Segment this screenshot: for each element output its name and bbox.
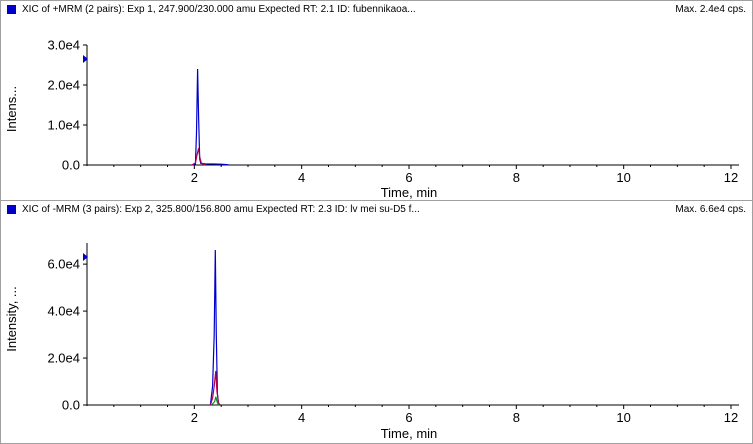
series-trace-1 [191,148,206,166]
max-intensity-label: Max. 2.4e4 cps. [675,4,746,15]
max-intensity-label: Max. 6.6e4 cps. [675,204,746,215]
x-tick-label: 12 [724,410,738,425]
trace-color-swatch[interactable] [7,205,16,214]
panel-header: XIC of -MRM (3 pairs): Exp 2, 325.800/15… [1,201,752,219]
panel-title: XIC of -MRM (3 pairs): Exp 2, 325.800/15… [22,204,420,215]
x-tick-label: 10 [616,410,630,425]
y-axis-label: Intensity, ... [4,286,19,352]
chromatogram-plot[interactable]: 0.0 1.0e4 2.0e4 3.0e4 2 4 6 8 10 12 Time, min Inten… [1,1,752,200]
chromatogram-panel-bottom: XIC of -MRM (3 pairs): Exp 2, 325.800/15… [0,200,753,444]
trace-color-swatch[interactable] [7,5,16,14]
series-trace-2 [211,396,220,406]
x-tick-label: 2 [191,170,198,185]
x-axis-label: Time, min [381,426,438,441]
x-tick-label: 10 [616,170,630,185]
y-tick-label: 2.0e4 [47,78,80,93]
x-tick-label: 8 [513,170,520,185]
x-tick-label: 2 [191,410,198,425]
y-tick-label: 2.0e4 [47,351,80,366]
y-tick-label: 4.0e4 [47,304,80,319]
series-trace-1 [209,370,221,406]
series-trace-0 [191,68,230,166]
axis-marker-icon [83,55,88,63]
y-tick-label: 0.0 [62,158,80,173]
y-tick-label: 3.0e4 [47,38,80,53]
y-tick-label: 1.0e4 [47,118,80,133]
y-tick-label: 6.0e4 [47,257,80,272]
x-tick-label: 4 [298,170,305,185]
x-axis-label: Time, min [381,185,438,200]
panel-title: XIC of +MRM (2 pairs): Exp 1, 247.900/23… [22,4,416,15]
x-tick-label: 6 [405,170,412,185]
axis-marker-icon [83,253,88,261]
x-tick-label: 8 [513,410,520,425]
y-axis-label: Intens... [4,86,19,132]
x-tick-label: 12 [724,170,738,185]
y-tick-label: 0.0 [62,398,80,413]
x-tick-label: 6 [405,410,412,425]
chromatogram-plot[interactable]: 0.0 2.0e4 4.0e4 6.0e4 2 4 6 8 10 12 Time, min Inten… [1,201,752,443]
chromatogram-panel-top: XIC of +MRM (2 pairs): Exp 1, 247.900/23… [0,0,753,201]
x-tick-label: 4 [298,410,305,425]
panel-header: XIC of +MRM (2 pairs): Exp 1, 247.900/23… [1,1,752,19]
